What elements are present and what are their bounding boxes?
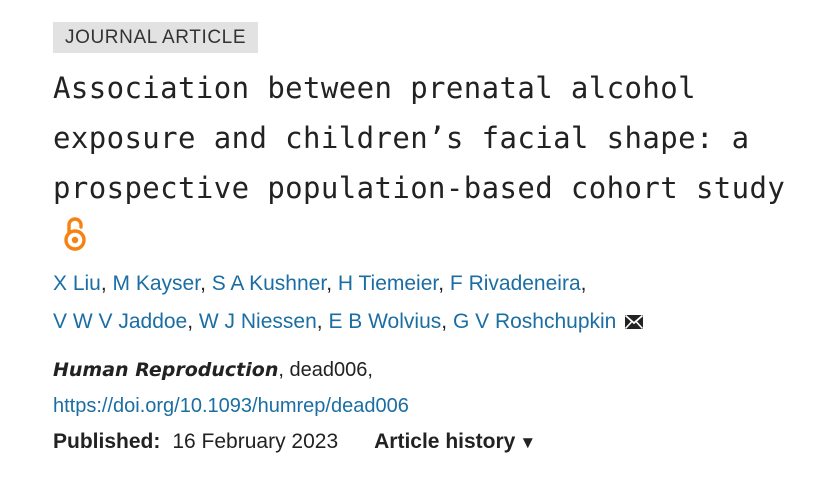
author-separator: , — [580, 272, 587, 295]
author-link[interactable]: W J Niessen — [198, 310, 317, 333]
author-separator: , — [316, 310, 329, 333]
author-link[interactable]: S A Kushner — [211, 272, 327, 295]
author-link[interactable]: H Tiemeier — [337, 272, 439, 295]
author-separator: , — [200, 272, 212, 295]
caret-down-icon: ▼ — [519, 433, 537, 452]
open-access-lock-icon — [64, 217, 86, 251]
envelope-icon[interactable] — [624, 314, 644, 330]
author-separator: , — [441, 310, 453, 333]
article-history-label: Article history — [374, 430, 516, 453]
publication-info: Published: 16 February 2023 Article histor… — [53, 427, 813, 458]
article-title-text: Association between prenatal alcohol exp… — [53, 71, 786, 205]
author-separator: , — [438, 272, 450, 295]
article-title: Association between prenatal alcohol exp… — [53, 63, 793, 263]
author-link[interactable]: F Rivadeneira — [449, 272, 581, 295]
published-date: 16 February 2023 — [172, 430, 339, 453]
published-label: Published: — [53, 430, 161, 453]
author-link[interactable]: G V Roshchupkin — [452, 310, 617, 333]
author-link[interactable]: X Liu — [53, 272, 101, 295]
author-separator: , — [100, 272, 113, 295]
author-separator: , — [187, 310, 199, 333]
article-header: JOURNAL ARTICLE Association between pren… — [53, 22, 813, 458]
journal-name: Human Reproduction — [53, 359, 279, 381]
article-id: , dead006, — [278, 359, 373, 381]
author-link[interactable]: E B Wolvius — [328, 310, 442, 333]
author-separator: , — [326, 272, 338, 295]
doi-line: https://doi.org/10.1093/humrep/dead006 — [53, 391, 813, 421]
article-type-badge: JOURNAL ARTICLE — [53, 22, 259, 53]
doi-link[interactable]: https://doi.org/10.1093/humrep/dead006 — [53, 395, 409, 417]
journal-citation: Human Reproduction, dead006, — [53, 355, 813, 385]
article-history-toggle[interactable]: Article history ▼ — [374, 430, 536, 453]
author-list: X Liu, M Kayser, S A Kushner, H Tiemeier… — [53, 265, 813, 341]
author-link[interactable]: M Kayser — [112, 272, 201, 295]
author-link[interactable]: V W V Jaddoe — [53, 310, 188, 333]
